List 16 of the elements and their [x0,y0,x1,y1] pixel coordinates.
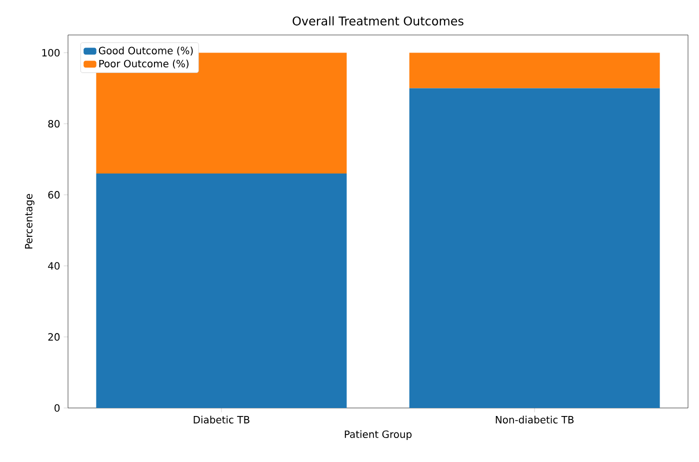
y-axis-title: Percentage [25,194,34,249]
y-tick-label: 100 [42,48,60,57]
legend-label: Good Outcome (%) [98,46,193,56]
y-tick-label: 40 [48,262,60,270]
legend-label: Poor Outcome (%) [99,60,188,69]
y-tick-label: 60 [48,191,60,199]
bar [409,52,660,88]
y-tick-label: 80 [48,120,60,128]
bar [96,174,347,408]
chart-title: Overall Treatment Outcomes [292,16,464,26]
x-axis-title: Patient Group [344,430,412,440]
x-tick-label: Diabetic TB [194,416,250,424]
y-tick-label: 0 [54,404,60,412]
y-tick-label: 20 [48,333,60,341]
x-tick-label: Non-diabetic TB [496,416,574,424]
bar [409,88,660,408]
